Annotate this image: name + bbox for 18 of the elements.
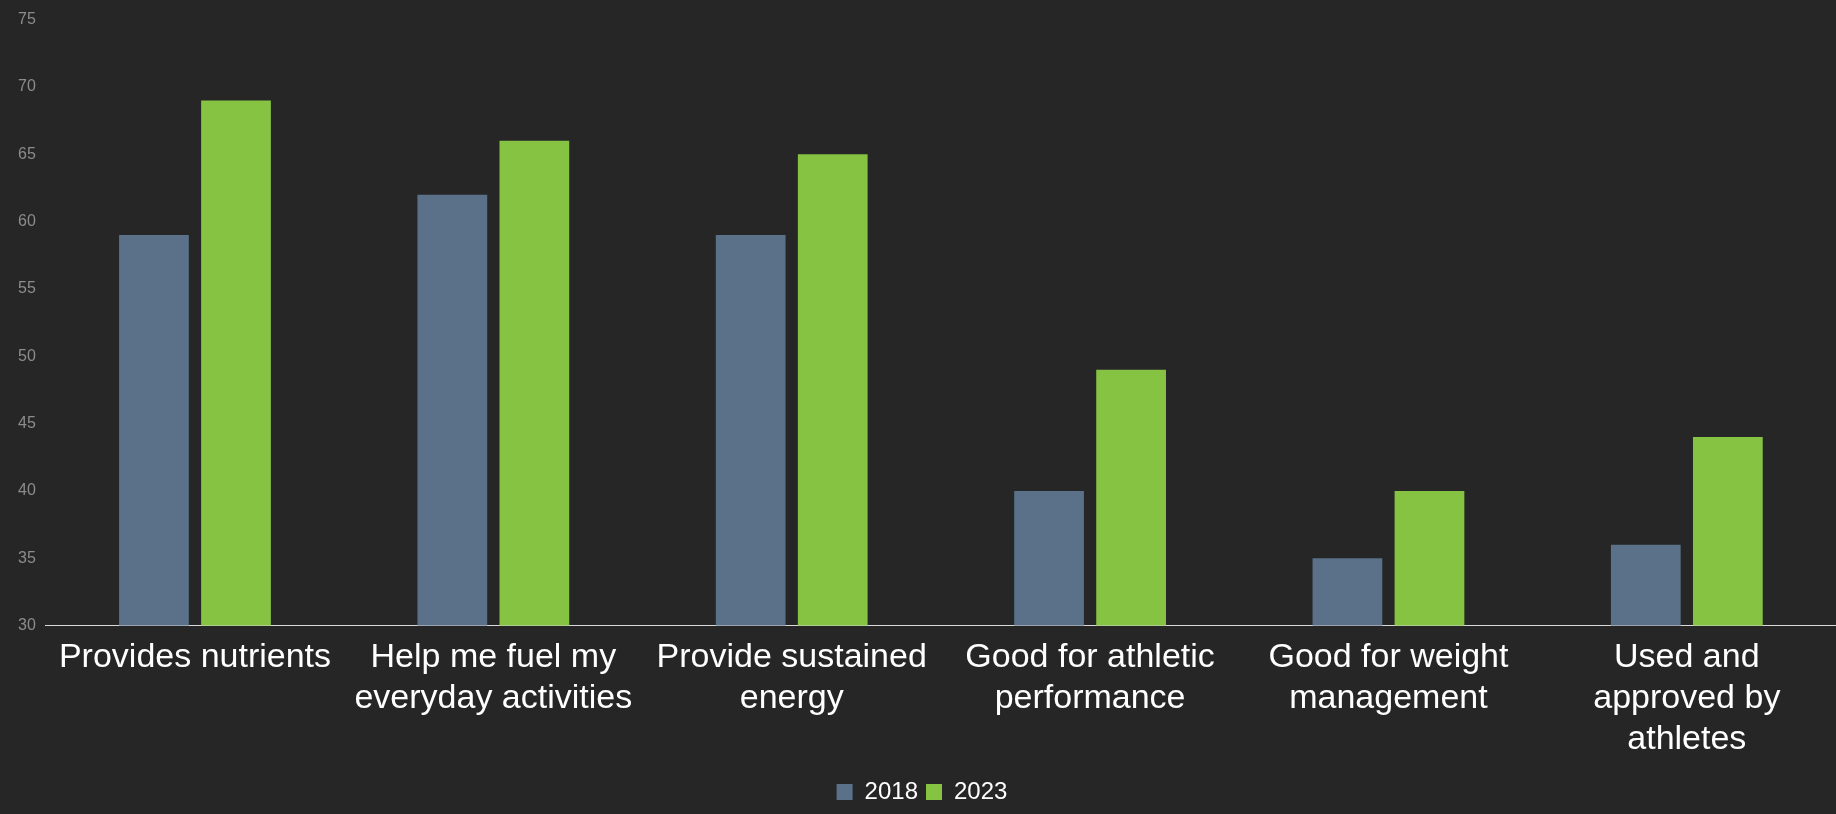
legend-label: 2023 (954, 776, 1008, 804)
x-tick-label: Help me fuel my everyday activities (354, 636, 633, 716)
legend-label: 2018 (864, 776, 918, 804)
y-tick-label: 35 (18, 548, 36, 566)
y-tick-label: 60 (18, 212, 36, 230)
y-tick-label: 50 (18, 346, 36, 364)
x-tick-label: Provides nutrients (58, 636, 332, 675)
y-tick-label: 30 (18, 616, 36, 634)
y-tick-label: 40 (18, 481, 36, 499)
x-tick-label: Good for weight management (1268, 636, 1510, 716)
y-tick-label: 75 (18, 10, 36, 28)
y-tick-label: 55 (18, 279, 36, 297)
y-tick-label: 45 (18, 414, 36, 432)
x-tick-label: Provide sustained energy (656, 636, 927, 716)
x-tick-label: Used and approved by athletes (1593, 636, 1781, 756)
x-tick-label: Good for athletic performance (965, 636, 1215, 716)
y-tick-label: 65 (18, 144, 36, 162)
y-tick-label: 70 (18, 77, 36, 95)
